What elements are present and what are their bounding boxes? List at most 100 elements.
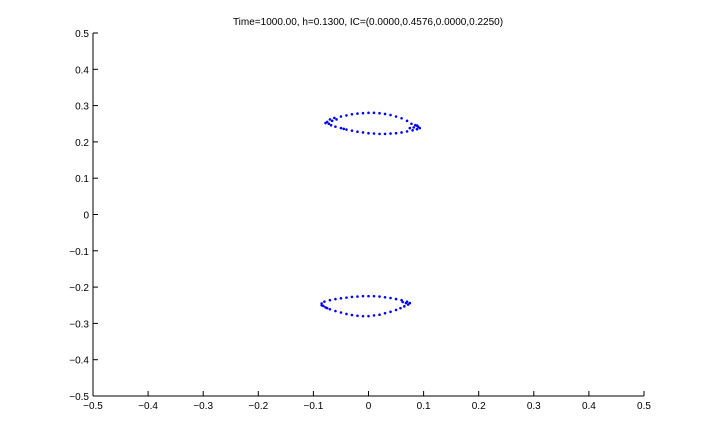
data-point (328, 118, 332, 121)
data-point (394, 115, 398, 118)
data-point (367, 314, 370, 318)
x-tick-label: −0.2 (248, 401, 268, 412)
chart-title: Time=1000.00, h=0.1300, IC=(0.0000,0.457… (233, 17, 503, 28)
y-tick-label: −0.5 (69, 392, 89, 403)
data-point (329, 123, 333, 127)
data-point (383, 132, 387, 136)
data-point (345, 296, 348, 299)
data-point (361, 131, 365, 134)
data-point (330, 119, 334, 123)
data-point (378, 132, 381, 136)
data-point (361, 111, 365, 115)
data-point (367, 131, 370, 135)
data-point (334, 125, 337, 128)
data-point (399, 306, 402, 310)
data-point (389, 113, 392, 117)
data-point (327, 122, 331, 126)
data-point (378, 313, 381, 316)
y-tick-label: −0.2 (69, 283, 89, 294)
x-tick-label: −0.4 (138, 401, 158, 412)
data-point (403, 305, 406, 308)
data-point (361, 314, 365, 318)
data-points (320, 111, 422, 318)
data-point (415, 124, 419, 127)
data-point (411, 128, 414, 132)
data-point (400, 117, 403, 120)
data-point (350, 129, 354, 132)
data-point (394, 131, 398, 135)
data-point (418, 126, 422, 130)
data-point (334, 297, 337, 301)
y-tick-label: −0.4 (69, 356, 89, 367)
y-tick-label: −0.1 (69, 247, 89, 258)
data-point (405, 130, 409, 133)
data-point (394, 297, 398, 301)
data-point (356, 314, 359, 318)
y-tick-label: −0.3 (69, 319, 89, 330)
data-point (339, 311, 343, 314)
y-tick-label: 0.1 (75, 174, 89, 185)
data-point (328, 307, 332, 311)
data-point (404, 301, 408, 305)
data-point (383, 295, 387, 299)
data-point (345, 114, 348, 117)
data-point (339, 297, 343, 300)
data-point (415, 127, 419, 131)
data-point (372, 314, 376, 317)
data-point (389, 310, 392, 314)
data-point (408, 126, 412, 130)
data-point (350, 313, 354, 317)
x-tick-label: 0.3 (527, 401, 541, 412)
data-point (361, 294, 365, 298)
data-point (372, 294, 376, 298)
data-point (320, 302, 323, 305)
data-point (401, 300, 404, 304)
data-point (372, 111, 376, 115)
data-point (356, 295, 359, 298)
data-point (389, 132, 392, 135)
data-point (367, 294, 370, 298)
data-point (339, 126, 343, 130)
x-tick-label: −0.5 (83, 401, 103, 412)
data-point (333, 116, 336, 120)
x-tick-label: 0.4 (582, 401, 596, 412)
x-tick-label: 0.5 (637, 401, 651, 412)
y-tick-label: 0.4 (75, 65, 89, 76)
x-tick-label: −0.3 (193, 401, 213, 412)
data-point (324, 121, 327, 125)
data-point (335, 118, 338, 121)
data-point (383, 311, 387, 315)
data-point (350, 113, 354, 116)
x-tick-label: 0 (366, 401, 372, 412)
y-tick-label: 0 (83, 211, 89, 222)
axis-ticks: −0.5 −0.4 −0.3 −0.2 −0.1 0 0.1 0.2 0.3 0.4 0.5 −0.5… (69, 29, 651, 412)
data-point (339, 115, 343, 118)
data-point (334, 309, 337, 313)
data-point (378, 295, 381, 298)
data-point (383, 112, 387, 116)
data-point (410, 122, 413, 126)
data-point (345, 128, 348, 131)
data-point (372, 132, 376, 135)
data-point (412, 126, 415, 129)
data-point (400, 131, 403, 134)
data-point (328, 298, 332, 302)
data-point (345, 312, 348, 316)
y-tick-label: 0.5 (75, 29, 89, 40)
data-point (322, 304, 325, 308)
x-tick-label: −0.1 (304, 401, 324, 412)
data-point (406, 303, 410, 306)
data-point (325, 306, 329, 310)
data-point (350, 295, 354, 299)
y-tick-label: 0.3 (75, 102, 89, 113)
data-point (356, 112, 359, 115)
data-point (323, 300, 326, 303)
x-tick-label: 0.2 (472, 401, 486, 412)
y-tick-label: 0.2 (75, 138, 89, 149)
data-point (389, 296, 392, 300)
plot-area (93, 33, 644, 396)
data-point (342, 127, 346, 131)
data-point (367, 111, 370, 115)
x-tick-label: 0.1 (417, 401, 431, 412)
